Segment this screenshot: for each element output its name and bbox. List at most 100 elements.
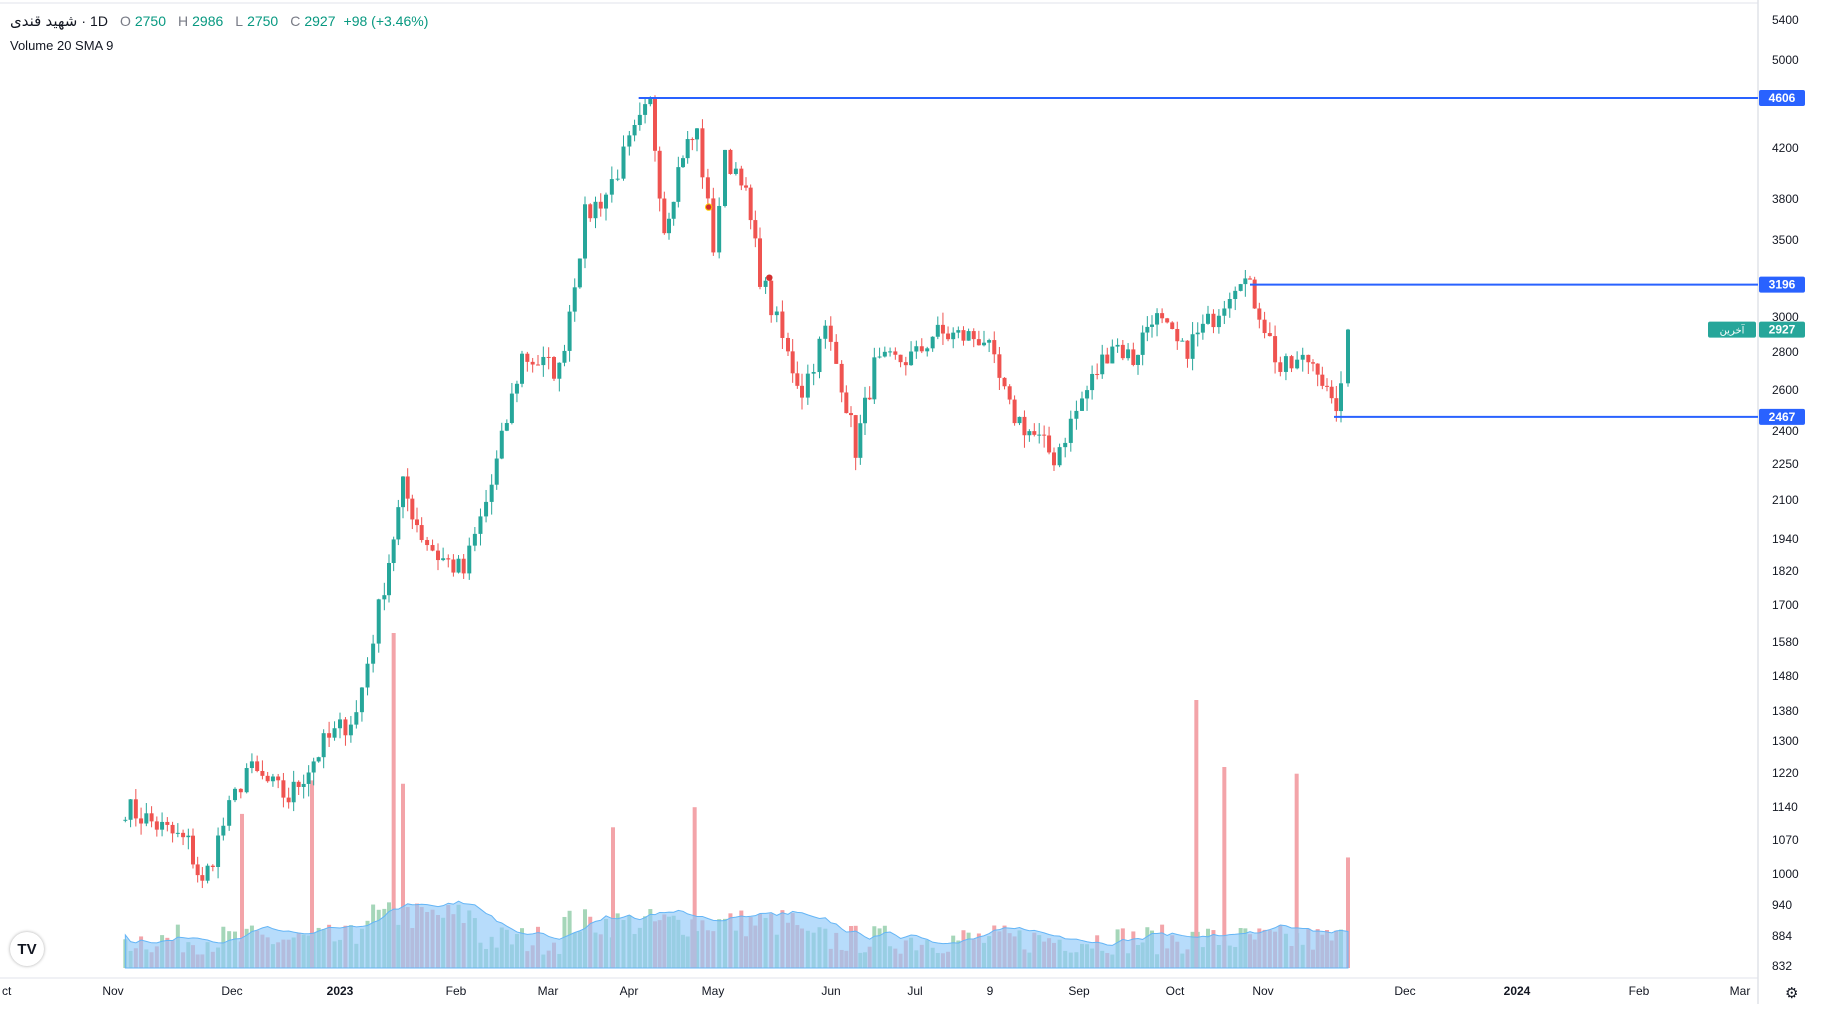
candle (925, 346, 930, 357)
candle-body (186, 835, 191, 838)
candle (557, 362, 562, 392)
candle (1175, 321, 1180, 350)
open-label: O (119, 13, 131, 29)
volume-indicator-label[interactable]: Volume 20 SMA 9 (10, 38, 114, 53)
candle (332, 721, 337, 741)
y-tick-label: 1580 (1772, 635, 1799, 649)
candle (1017, 416, 1022, 426)
candle-body (671, 201, 676, 219)
candle-body (1320, 374, 1325, 386)
candle (149, 806, 154, 828)
candle (637, 102, 642, 131)
x-tick-label: Jun (821, 984, 840, 998)
candle (249, 753, 254, 774)
candle-body (863, 397, 867, 424)
candle (914, 340, 919, 359)
candle-body (1136, 354, 1140, 365)
candle-body (914, 346, 919, 352)
candle-body (1262, 319, 1267, 334)
candle-body (786, 337, 790, 352)
candle (338, 712, 342, 739)
candle (1273, 325, 1278, 374)
y-tick-label: 2400 (1772, 424, 1799, 438)
candle (191, 828, 195, 869)
candle-body (436, 550, 440, 561)
candle-body (321, 733, 326, 758)
level-label-bg (1759, 276, 1805, 293)
candle-body (976, 339, 981, 346)
candle (525, 351, 530, 372)
x-tick-label: Jul (907, 984, 922, 998)
y-tick-label: 1300 (1772, 734, 1799, 748)
candle (1185, 340, 1190, 368)
candle-body (1283, 356, 1288, 372)
candle (662, 191, 667, 235)
x-tick-label: Nov (102, 984, 123, 998)
candle-body (604, 194, 608, 209)
candle (1140, 325, 1145, 366)
candle-body (175, 832, 180, 834)
candle-body (1315, 363, 1320, 375)
x-tick-label: Nov (1252, 984, 1273, 998)
candle (987, 338, 992, 353)
candle-body (1325, 385, 1329, 387)
candle-body (489, 484, 494, 502)
candle-body (681, 158, 685, 168)
candle-body (1165, 318, 1170, 323)
candle (467, 537, 472, 580)
y-tick-label: 1380 (1772, 704, 1799, 718)
y-tick-label: 3800 (1772, 192, 1799, 206)
candle-body (1042, 434, 1047, 436)
candle (705, 168, 710, 208)
candle-body (1273, 336, 1278, 363)
candle (1105, 347, 1110, 364)
candle (530, 357, 535, 373)
candle-body (723, 149, 727, 206)
candle-body (1012, 399, 1017, 424)
candle (893, 347, 898, 360)
candle-body (200, 875, 205, 881)
y-tick-label: 3500 (1772, 233, 1799, 247)
candle-body (711, 198, 716, 253)
symbol-name[interactable]: شهید قندی (10, 13, 78, 30)
candle-body (128, 799, 133, 820)
candle-body (946, 333, 951, 340)
candle (1110, 339, 1115, 364)
candle (1257, 302, 1262, 329)
candle-body (195, 864, 200, 876)
candle (1085, 385, 1090, 411)
candle (365, 657, 370, 696)
y-tick-label: 1940 (1772, 532, 1799, 546)
tradingview-logo-icon[interactable]: TV (10, 932, 44, 966)
interval-label[interactable]: 1D (90, 13, 108, 29)
y-tick-label: 2800 (1772, 345, 1799, 359)
candle-body (270, 776, 275, 782)
level-label: 3196 (1769, 278, 1796, 292)
candle-body (165, 821, 170, 825)
candle-body (903, 362, 908, 366)
y-tick-label: 1820 (1772, 564, 1799, 578)
candle (1295, 351, 1300, 370)
candle (1120, 339, 1125, 361)
candle (888, 347, 893, 357)
candle (244, 763, 249, 794)
candle (504, 419, 509, 432)
candle (1027, 429, 1032, 442)
candle-body (853, 415, 858, 458)
candle-body (695, 128, 699, 140)
candle (343, 717, 348, 746)
candle (758, 227, 762, 290)
candle (238, 788, 243, 799)
gear-icon[interactable]: ⚙ (1785, 985, 1799, 1002)
candle (441, 547, 446, 562)
candle (1222, 300, 1227, 325)
candle-body (572, 287, 577, 312)
candle (348, 715, 353, 743)
candle (671, 201, 676, 226)
candle (690, 137, 695, 151)
candle-body (758, 238, 762, 287)
candle (276, 773, 281, 789)
candle-body (823, 325, 828, 339)
